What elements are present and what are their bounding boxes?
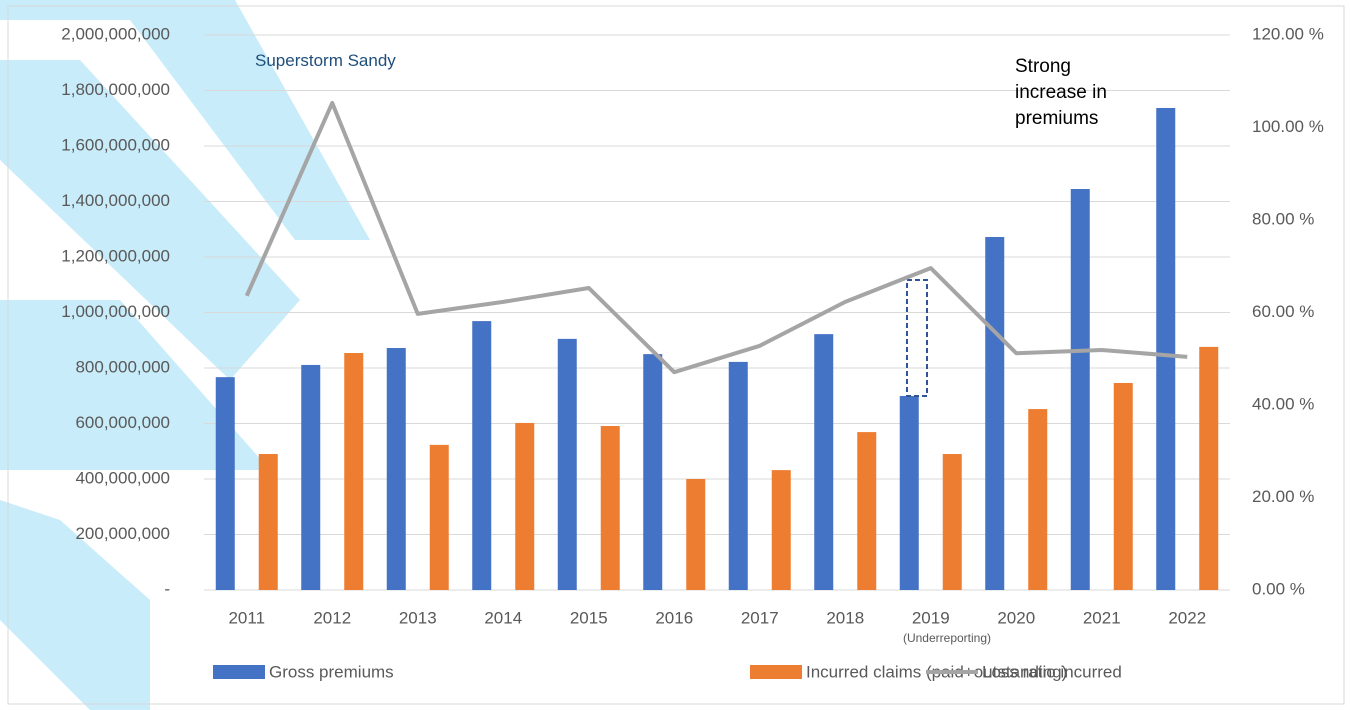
x-tick-label: 2012 <box>313 608 351 627</box>
bar <box>215 377 235 590</box>
bar <box>1070 189 1090 590</box>
x-tick-label: 2018 <box>826 608 864 627</box>
y-tick-label: - <box>164 579 170 598</box>
bar <box>515 422 535 590</box>
legend-swatch <box>750 665 802 679</box>
legend-label: Gross premiums <box>269 662 394 681</box>
y2-tick-label: 20.00 % <box>1252 487 1314 506</box>
annotation: Superstorm Sandy <box>255 51 396 70</box>
bar <box>301 364 321 590</box>
y-tick-label: 2,000,000,000 <box>61 24 170 43</box>
x-tick-label: 2019 <box>912 608 950 627</box>
background-decoration <box>0 0 370 710</box>
y-tick-label: 1,600,000,000 <box>61 135 170 154</box>
bar <box>258 454 278 590</box>
bar <box>600 425 620 590</box>
y-tick-label: 1,000,000,000 <box>61 302 170 321</box>
bar <box>857 432 877 590</box>
y-tick-label: 600,000,000 <box>75 413 170 432</box>
bar <box>985 237 1005 590</box>
bar <box>728 361 748 590</box>
x-tick-label: 2021 <box>1083 608 1121 627</box>
y-tick-label: 400,000,000 <box>75 468 170 487</box>
bar <box>771 470 791 590</box>
y-tick-label: 200,000,000 <box>75 524 170 543</box>
y-tick-label: 800,000,000 <box>75 357 170 376</box>
x-tick-label: 2014 <box>484 608 522 627</box>
x-tick-label: 2017 <box>741 608 779 627</box>
y2-tick-label: 60.00 % <box>1252 302 1314 321</box>
bar <box>386 348 406 590</box>
y2-tick-label: 100.00 % <box>1252 117 1324 136</box>
bar <box>472 321 492 590</box>
x-tick-label: 2016 <box>655 608 693 627</box>
bar <box>557 338 577 590</box>
x-tick-label: 2013 <box>399 608 437 627</box>
y-tick-label: 1,200,000,000 <box>61 246 170 265</box>
x-tick-label: 2015 <box>570 608 608 627</box>
bar <box>1156 107 1176 591</box>
annotation: Strong increase in premiums <box>1015 56 1107 129</box>
line <box>244 100 1188 375</box>
bar <box>814 334 834 590</box>
bar <box>1199 346 1219 590</box>
bar <box>1028 409 1048 590</box>
x-tick-label: 2020 <box>997 608 1035 627</box>
legend-label: Loss ratio incurred <box>982 662 1122 681</box>
underreporting-box <box>906 279 928 397</box>
y2-tick-label: 40.00 % <box>1252 394 1314 413</box>
legend-swatch <box>213 665 265 679</box>
bar <box>942 454 962 590</box>
x-tick-label: 2022 <box>1168 608 1206 627</box>
bar <box>686 479 706 590</box>
bar <box>1113 382 1133 590</box>
y2-tick-label: 120.00 % <box>1252 24 1324 43</box>
y-tick-label: 1,400,000,000 <box>61 191 170 210</box>
chart-frame <box>7 5 1345 705</box>
y2-tick-label: 80.00 % <box>1252 209 1314 228</box>
bar <box>643 354 663 590</box>
annotation: (Underreporting) <box>902 631 992 645</box>
y2-tick-label: 0.00 % <box>1252 579 1305 598</box>
bar <box>429 444 449 590</box>
y-tick-label: 1,800,000,000 <box>61 80 170 99</box>
x-tick-label: 2011 <box>228 608 265 627</box>
bar <box>899 396 919 590</box>
bar <box>344 353 364 590</box>
